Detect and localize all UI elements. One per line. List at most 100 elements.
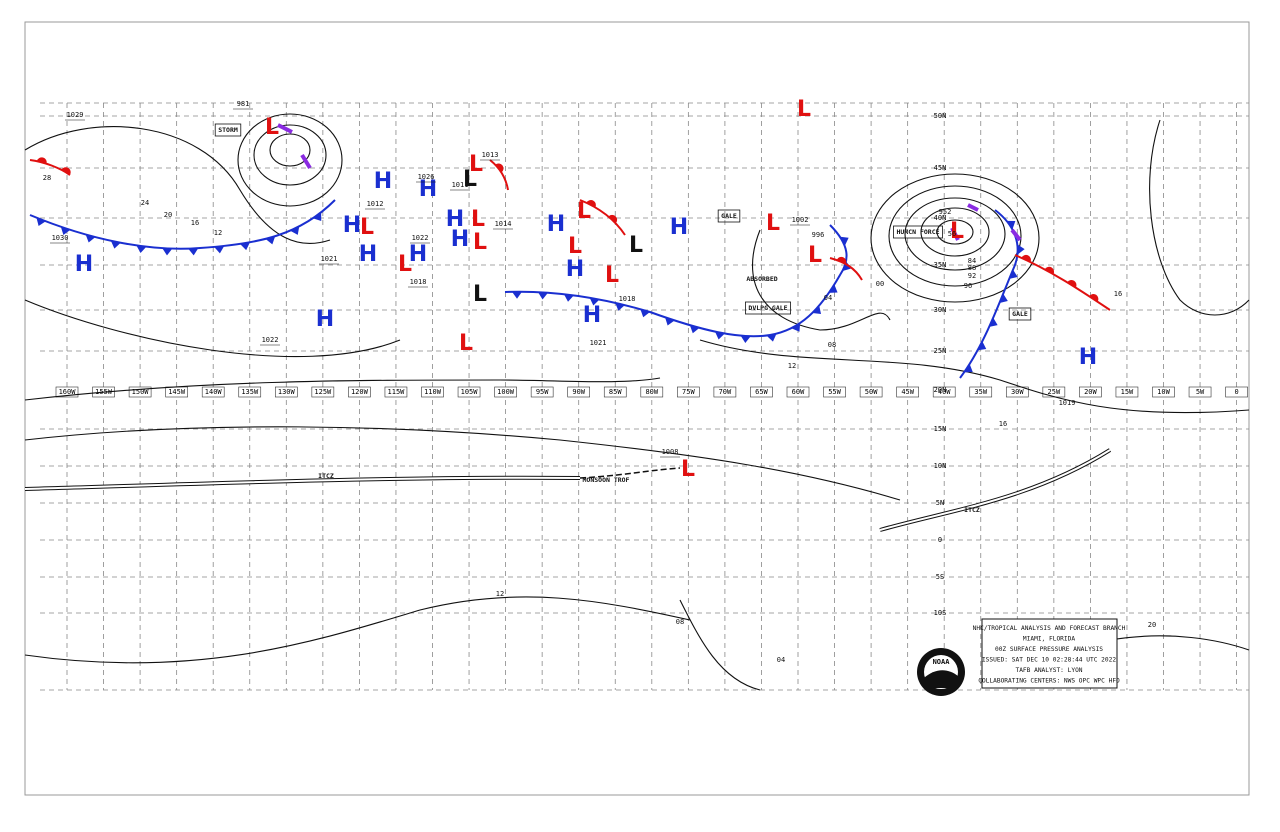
front-semicircle	[586, 200, 596, 208]
isobar-label: 88	[968, 264, 976, 272]
feature-label: MONSOON TROF	[583, 476, 630, 484]
isobar	[24, 126, 331, 244]
pressure-center: L	[577, 199, 591, 224]
info-line: NHC/TROPICAL ANALYSIS AND FORECAST BRANC…	[973, 625, 1126, 632]
itcz-band-inner	[24, 476, 581, 490]
occluded-front	[277, 123, 293, 134]
isobar-label: 1022	[412, 234, 429, 242]
feature-label: GALE	[721, 212, 737, 220]
lon-label-box	[55, 386, 79, 398]
pressure-center: H	[419, 177, 437, 202]
info-line: 00Z SURFACE PRESSURE ANALYSIS	[995, 646, 1103, 653]
warm-front	[1014, 254, 1111, 311]
front-triangle	[740, 335, 751, 344]
front-triangle	[977, 341, 987, 351]
isobar-label: 08	[676, 618, 684, 626]
feature-label-box	[745, 301, 791, 315]
isobar	[888, 185, 1022, 287]
isobar	[1149, 119, 1250, 316]
lon-label-box	[786, 386, 810, 398]
isobar	[936, 219, 974, 245]
lon-label: 125W	[314, 388, 332, 396]
logo-wave	[924, 670, 958, 688]
isobar-label: 16	[1114, 290, 1122, 298]
isobar-label: 92	[968, 272, 976, 280]
lon-label-box	[713, 386, 737, 398]
front-triangle	[265, 236, 276, 245]
front-triangle	[537, 292, 548, 300]
cold-front	[29, 199, 336, 250]
info-line: TAFB ANALYST: LYON	[1015, 667, 1082, 674]
front-triangle	[162, 248, 173, 256]
lon-label-box	[750, 386, 773, 398]
lon-label-box	[603, 386, 627, 398]
noaa-logo: NOAA	[917, 648, 965, 696]
lat-label: 30N	[934, 306, 947, 314]
lat-label: 25N	[934, 347, 947, 355]
isobar	[24, 299, 401, 358]
feature-label: ABSORBED	[746, 275, 777, 283]
isobar-label: 16	[999, 420, 1007, 428]
pressure-center: H	[343, 213, 361, 238]
pressure-center: L	[398, 252, 412, 277]
front-triangle	[828, 284, 838, 293]
pressure-center: H	[374, 169, 392, 194]
front-semicircle	[1021, 254, 1031, 263]
lon-label: 95W	[536, 388, 549, 396]
pressure-center: L	[473, 282, 487, 307]
itcz-band-inner	[879, 449, 1111, 531]
pressure-center: H	[359, 242, 377, 267]
lon-label: 70W	[719, 388, 732, 396]
feature-label: ITCZ	[964, 506, 980, 514]
lon-label: 150W	[132, 388, 150, 396]
info-box: NHC/TROPICAL ANALYSIS AND FORECAST BRANC…	[973, 618, 1126, 689]
info-line: MIAMI, FLORIDA	[1023, 636, 1075, 643]
isobar-label: 1029	[67, 111, 84, 119]
cold-front	[959, 209, 1019, 379]
lon-label: 115W	[388, 388, 406, 396]
feature-label: DVLPG GALE	[748, 304, 787, 312]
front-semicircle	[1044, 266, 1055, 275]
pressure-center: L	[469, 152, 483, 177]
isobar	[24, 377, 661, 401]
lon-label: 90W	[572, 388, 585, 396]
isobar-label: 28	[43, 174, 51, 182]
lon-label: 55W	[828, 388, 841, 396]
pressure-center: H	[670, 215, 688, 240]
isobar	[24, 426, 901, 501]
lon-label-box	[311, 386, 335, 398]
isobar-label: 20	[164, 211, 172, 219]
isobar	[269, 133, 311, 167]
front-triangle	[964, 364, 973, 373]
isobar-label: 24	[141, 199, 149, 207]
lon-label: 105W	[461, 388, 479, 396]
lon-label-box	[457, 386, 481, 398]
pressure-center: L	[471, 207, 485, 232]
lon-label-box	[823, 386, 846, 398]
lon-label-box	[640, 386, 664, 398]
lon-label-box	[896, 386, 919, 398]
feature-label-box	[893, 225, 943, 239]
pressure-center: H	[547, 212, 565, 237]
lat-label: 35N	[934, 261, 947, 269]
feature-label-box	[717, 209, 741, 223]
lon-label: 0	[1234, 388, 1238, 396]
isobar	[920, 207, 990, 257]
isobar	[870, 173, 1040, 303]
pressure-center: L	[360, 215, 374, 240]
isobar-label: 1021	[321, 255, 338, 263]
isobar	[679, 599, 761, 691]
front-semicircle	[1067, 279, 1077, 288]
isobar-label: 1011	[452, 181, 469, 189]
lon-label-box	[1225, 386, 1248, 398]
lon-label-box	[1005, 386, 1029, 398]
lon-label: 35W	[974, 388, 987, 396]
front-triangle	[110, 240, 121, 249]
pressure-center: L	[568, 234, 582, 259]
isobar-label: 08	[828, 341, 836, 349]
info-lines: NHC/TROPICAL ANALYSIS AND FORECAST BRANC…	[973, 625, 1126, 685]
isobar-label: 20	[1148, 621, 1156, 629]
front-semicircle	[1089, 293, 1099, 302]
pressure-center: L	[605, 263, 619, 288]
